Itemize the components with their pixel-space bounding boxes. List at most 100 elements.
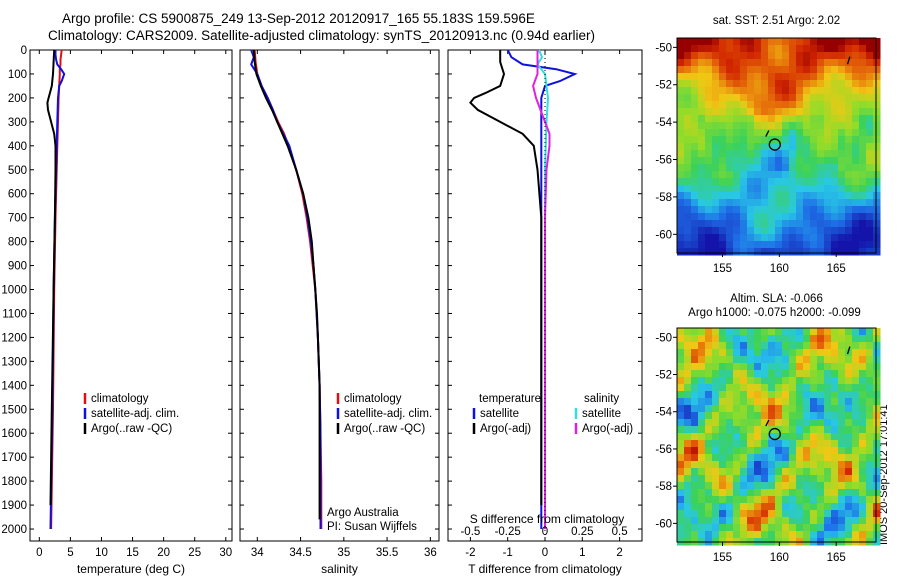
heatmap-cell [803,363,811,371]
heatmap-cell [747,349,755,357]
heatmap-cell [754,496,762,504]
heatmap-cell [838,38,846,46]
heatmap-cell [838,220,846,228]
heatmap-cell [754,101,762,109]
heatmap-cell [817,136,825,144]
heatmap-cell [817,192,825,200]
heatmap-cell [705,412,713,420]
heatmap-cell [817,370,825,378]
heatmap-cell [768,496,776,504]
heatmap-cell [803,524,811,532]
heatmap-cell [775,94,783,102]
heatmap-cell [684,384,692,392]
heatmap-cell [866,241,874,249]
heatmap-cell [796,38,804,46]
heatmap-cell [782,531,790,539]
heatmap-cell [754,454,762,462]
heatmap-cell [831,335,839,343]
heatmap-cell [768,220,776,228]
heatmap-cell [698,482,706,490]
heatmap-cell [712,192,720,200]
heatmap-cell [719,349,727,357]
heatmap-cell [789,227,797,235]
heatmap-cell [817,412,825,420]
heatmap-cell [838,391,846,399]
heatmap-cell [803,80,811,88]
heatmap-cell [677,412,685,420]
heatmap-cell [705,199,713,207]
heatmap-cell [866,178,874,186]
heatmap-cell [712,412,720,420]
heatmap-cell [684,192,692,200]
heatmap-cell [677,101,685,109]
heatmap-cell [747,377,755,385]
heatmap-cell [754,342,762,350]
map-title: Altim. SLA: -0.066 [730,293,823,305]
heatmap-cell [747,489,755,497]
map-y-tick-label: -50 [655,42,672,54]
heatmap-cell [747,398,755,406]
heatmap-cell [817,440,825,448]
heatmap-cell [691,482,699,490]
heatmap-cell [754,206,762,214]
heatmap-cell [782,489,790,497]
heatmap-cell [817,178,825,186]
heatmap-cell [747,370,755,378]
map-title: sat. SST: 2.51 Argo: 2.02 [713,15,840,27]
heatmap-cell [684,524,692,532]
depth-tick-label: 1300 [1,356,27,368]
heatmap-cell [831,185,839,193]
heatmap-cell [698,136,706,144]
heatmap-cell [824,115,832,123]
heatmap-cell [712,524,720,532]
heatmap-cell [698,248,706,256]
heatmap-cell [705,38,713,46]
heatmap-cell [873,510,881,518]
heatmap-cell [789,335,797,343]
heatmap-cell [712,475,720,483]
heatmap-cell [859,370,867,378]
heatmap-cell [768,335,776,343]
heatmap-cell [824,38,832,46]
heatmap-cell [740,73,748,81]
heatmap-cell [691,52,699,60]
heatmap-cell [873,363,881,371]
heatmap-cell [810,150,818,158]
heatmap-cell [796,524,804,532]
heatmap-cell [775,80,783,88]
heatmap-cell [733,419,741,427]
heatmap-cell [859,108,867,116]
heatmap-cell [747,206,755,214]
heatmap-cell [775,52,783,60]
heatmap-cell [789,510,797,518]
heatmap-cell [761,136,769,144]
heatmap-cell [810,405,818,413]
heatmap-cell [873,157,881,165]
heatmap-cell [719,66,727,74]
heatmap-cell [733,248,741,256]
heatmap-cell [775,517,783,525]
heatmap-cell [712,38,720,46]
heatmap-cell [684,94,692,102]
heatmap-cell [817,447,825,455]
heatmap-cell [733,59,741,67]
heatmap-cell [866,447,874,455]
heatmap-cell [866,363,874,371]
heatmap-cell [831,66,839,74]
heatmap-cell [698,524,706,532]
heatmap-cell [873,178,881,186]
heatmap-cell [789,391,797,399]
heatmap-cell [684,426,692,434]
heatmap-cell [754,461,762,469]
heatmap-cell [789,108,797,116]
heatmap-cell [803,157,811,165]
heatmap-cell [866,192,874,200]
heatmap-cell [712,45,720,53]
heatmap-cell [789,157,797,165]
heatmap-cell [817,482,825,490]
heatmap-cell [873,454,881,462]
heatmap-cell [810,52,818,60]
heatmap-cell [782,150,790,158]
heatmap-cell [677,220,685,228]
heatmap-cell [698,241,706,249]
